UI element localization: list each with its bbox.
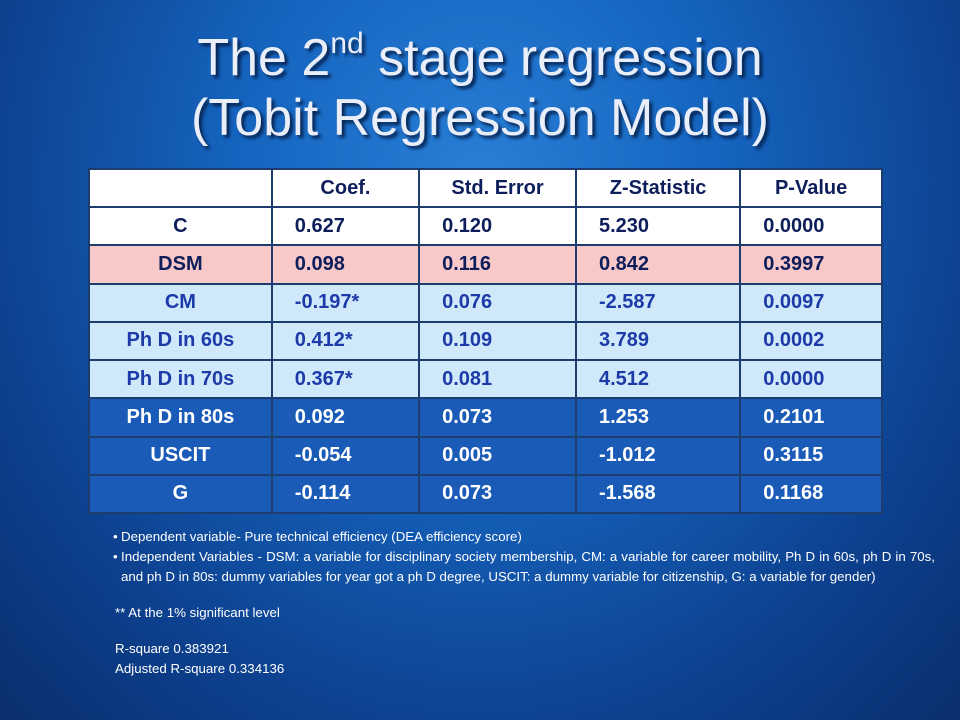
note-independent-variables: Independent Variables - DSM: a variable … <box>113 547 935 587</box>
title-superscript: nd <box>330 27 364 60</box>
header-z-statistic: Z-Statistic <box>574 167 742 209</box>
row-label: G <box>88 473 273 515</box>
cell-p-value: 0.3997 <box>739 244 883 285</box>
table-row-phd-80s: Ph D in 80s 0.092 0.073 1.253 0.2101 <box>88 397 883 438</box>
cell-z-statistic: -1.012 <box>574 435 742 476</box>
title-line-2: (Tobit Regression Model) <box>190 89 770 147</box>
note-dependent-variable: Dependent variable- Pure technical effic… <box>113 527 935 547</box>
cell-z-statistic: 3.789 <box>574 320 742 362</box>
row-label: CM <box>88 282 273 323</box>
table-row-phd-60s: Ph D in 60s 0.412* 0.109 3.789 0.0002 <box>88 320 883 362</box>
cell-std-error: 0.109 <box>418 320 577 362</box>
cell-p-value: 0.2101 <box>739 397 883 438</box>
cell-coef: 0.412* <box>270 320 421 362</box>
row-label: Ph D in 70s <box>88 359 273 400</box>
cell-std-error: 0.073 <box>418 473 577 515</box>
regression-table: Coef. Std. Error Z-Statistic P-Value C 0… <box>88 167 883 515</box>
cell-p-value: 0.3115 <box>739 435 883 476</box>
header-coef: Coef. <box>270 167 421 209</box>
header-std-error: Std. Error <box>418 167 577 209</box>
cell-z-statistic: 5.230 <box>574 206 742 247</box>
cell-z-statistic: 0.842 <box>574 244 742 285</box>
table-row-g: G -0.114 0.073 -1.568 0.1168 <box>88 473 883 515</box>
table-header-row: Coef. Std. Error Z-Statistic P-Value <box>88 167 883 209</box>
cell-p-value: 0.0097 <box>739 282 883 323</box>
cell-std-error: 0.076 <box>418 282 577 323</box>
cell-coef: 0.627 <box>270 206 421 247</box>
row-label: Ph D in 60s <box>88 320 273 362</box>
table-row-uscit: USCIT -0.054 0.005 -1.012 0.3115 <box>88 435 883 476</box>
cell-p-value: 0.0000 <box>739 359 883 400</box>
slide-title: The 2nd stage regression (Tobit Regressi… <box>0 28 960 148</box>
cell-coef: 0.367* <box>270 359 421 400</box>
row-label: DSM <box>88 244 273 285</box>
table-row-cm: CM -0.197* 0.076 -2.587 0.0097 <box>88 282 883 323</box>
row-label: Ph D in 80s <box>88 397 273 438</box>
cell-p-value: 0.1168 <box>739 473 883 515</box>
notes-block: Dependent variable- Pure technical effic… <box>113 527 935 679</box>
cell-std-error: 0.073 <box>418 397 577 438</box>
table-row-phd-70s: Ph D in 70s 0.367* 0.081 4.512 0.0000 <box>88 359 883 400</box>
table-row-c: C 0.627 0.120 5.230 0.0000 <box>88 206 883 247</box>
cell-p-value: 0.0002 <box>739 320 883 362</box>
cell-coef: 0.092 <box>270 397 421 438</box>
cell-coef: -0.114 <box>270 473 421 515</box>
cell-std-error: 0.005 <box>418 435 577 476</box>
header-p-value: P-Value <box>739 167 883 209</box>
table-row-dsm: DSM 0.098 0.116 0.842 0.3997 <box>88 244 883 285</box>
header-empty <box>88 167 273 209</box>
cell-z-statistic: 1.253 <box>574 397 742 438</box>
r-square: R-square 0.383921 <box>115 641 229 656</box>
row-label: USCIT <box>88 435 273 476</box>
notes-list: Dependent variable- Pure technical effic… <box>113 527 935 587</box>
cell-z-statistic: -1.568 <box>574 473 742 515</box>
cell-z-statistic: -2.587 <box>574 282 742 323</box>
cell-coef: 0.098 <box>270 244 421 285</box>
adjusted-r-square: Adjusted R-square 0.334136 <box>115 661 285 676</box>
cell-std-error: 0.081 <box>418 359 577 400</box>
cell-coef: -0.197* <box>270 282 421 323</box>
title-line-1: The 2nd stage regression <box>197 27 763 88</box>
row-label: C <box>88 206 273 247</box>
cell-coef: -0.054 <box>270 435 421 476</box>
significance-note: ** At the 1% significant level <box>115 605 280 620</box>
cell-z-statistic: 4.512 <box>574 359 742 400</box>
cell-p-value: 0.0000 <box>739 206 883 247</box>
cell-std-error: 0.120 <box>418 206 577 247</box>
cell-std-error: 0.116 <box>418 244 577 285</box>
